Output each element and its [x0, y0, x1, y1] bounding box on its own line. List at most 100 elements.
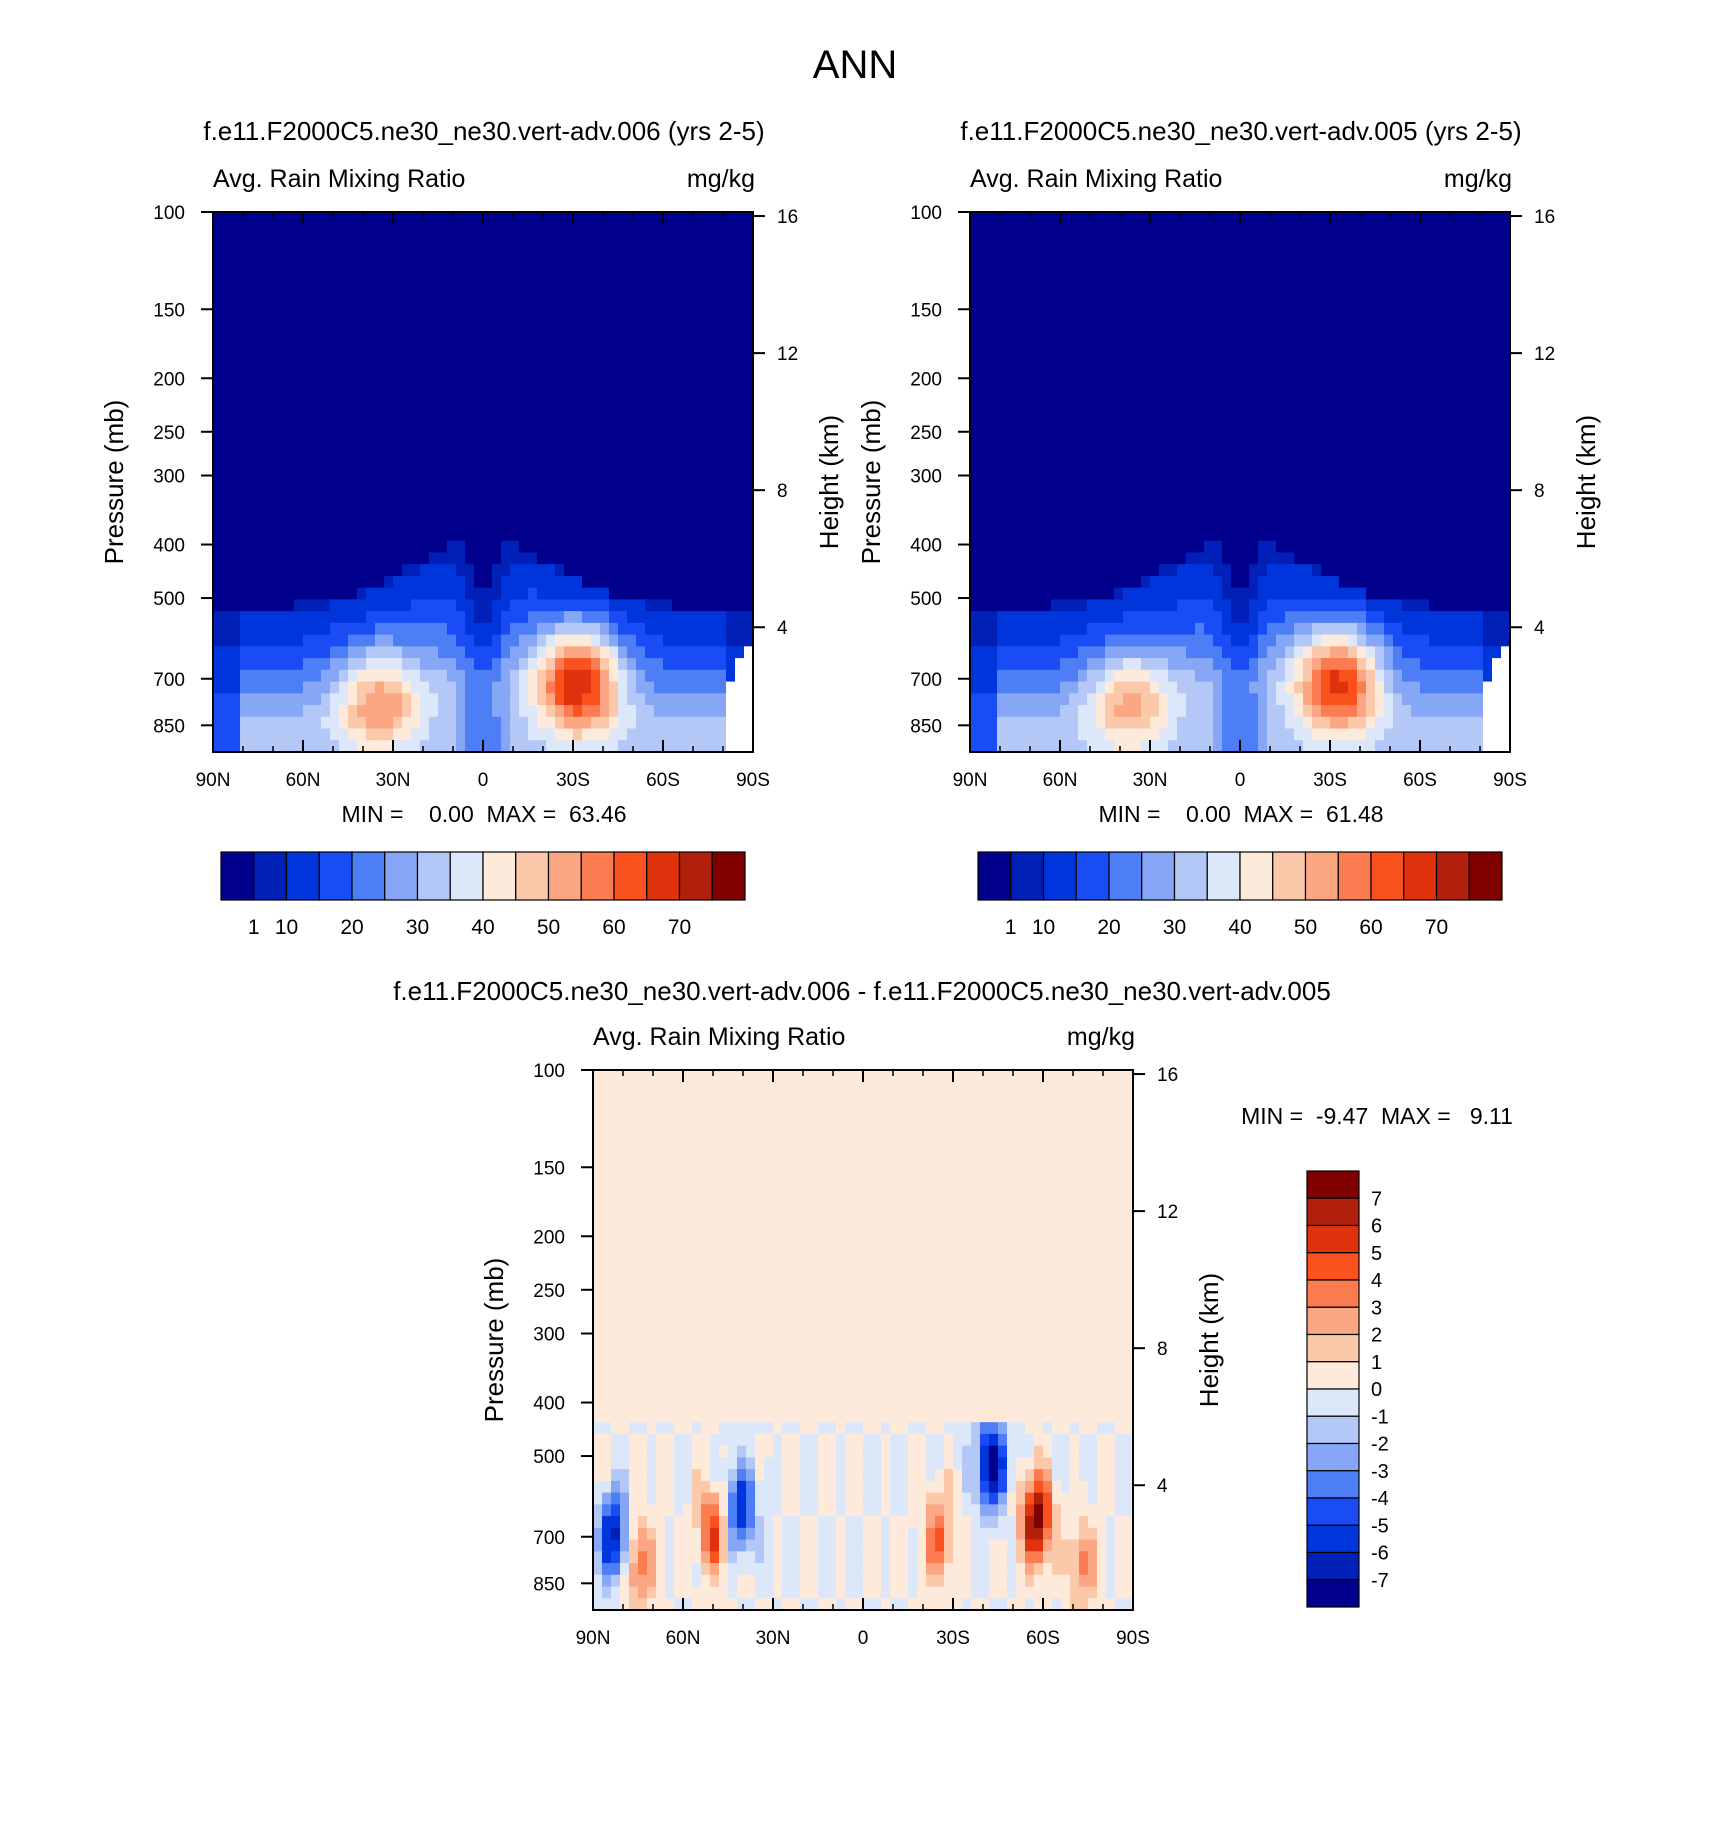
field-cell [483, 669, 493, 683]
field-cell [483, 634, 493, 647]
field-cell [735, 341, 745, 354]
field-cell [1114, 235, 1124, 248]
field-cell [528, 740, 538, 753]
field-cell [1168, 270, 1178, 284]
field-cell [690, 587, 700, 600]
field-cell [1366, 223, 1376, 237]
field-cell [735, 552, 745, 565]
field-cell [636, 517, 646, 530]
field-cell [681, 247, 691, 260]
field-cell [744, 305, 754, 319]
field-cell [465, 423, 475, 436]
field-cell [636, 587, 646, 600]
field-cell [988, 305, 998, 319]
field-cell [1438, 411, 1448, 424]
field-cell [510, 646, 520, 659]
field-cell [231, 270, 241, 284]
field-cell [1240, 212, 1250, 225]
field-cell [312, 446, 322, 460]
field-cell [1267, 423, 1277, 436]
field-cell [618, 716, 628, 730]
field-cell [1105, 611, 1115, 624]
x-tick-label: 60N [286, 770, 321, 791]
field-cell [600, 740, 610, 753]
field-cell [1042, 212, 1052, 225]
field-cell [465, 681, 475, 694]
field-cell [1033, 305, 1043, 319]
field-cell [1312, 411, 1322, 424]
field-cell [1402, 305, 1412, 319]
field-cell [645, 399, 655, 413]
field-cell [330, 305, 340, 319]
field-cell [1303, 493, 1313, 507]
field-cell [339, 693, 349, 706]
field-cell [627, 693, 637, 706]
field-cell [1267, 399, 1277, 413]
field-cell [970, 587, 980, 600]
field-cell [222, 705, 232, 718]
field-cell [267, 294, 277, 307]
field-cell [645, 505, 655, 518]
field-cell [690, 294, 700, 307]
field-cell [627, 247, 637, 260]
field-cell [744, 505, 754, 518]
field-cell [1240, 282, 1250, 295]
field-cell [312, 305, 322, 319]
field-cell [1078, 247, 1088, 260]
field-cell [1321, 446, 1331, 460]
field-cell [348, 223, 358, 237]
field-cell [1483, 399, 1493, 413]
field-cell [1375, 270, 1385, 284]
field-cell [1159, 258, 1169, 272]
field-cell [1276, 388, 1286, 401]
field-cell [321, 305, 331, 319]
field-cell [1267, 458, 1277, 471]
field-cell [979, 458, 989, 471]
field-cell [393, 376, 403, 389]
field-cell [573, 587, 583, 600]
field-cell [735, 446, 745, 460]
field-cell [1357, 235, 1367, 248]
field-cell [1456, 352, 1466, 366]
field-cell [240, 693, 250, 706]
field-cell [222, 423, 232, 436]
field-cell [357, 258, 367, 272]
field-cell [690, 658, 700, 671]
field-cell [600, 435, 610, 448]
field-cell [1447, 212, 1457, 225]
field-cell [1483, 364, 1493, 377]
field-cell [1042, 223, 1052, 237]
field-cell [591, 223, 601, 237]
field-cell [997, 341, 1007, 354]
field-cell [1339, 388, 1349, 401]
field-cell [1105, 411, 1115, 424]
field-cell [1384, 317, 1394, 330]
field-cell [1096, 399, 1106, 413]
field-cell [1240, 341, 1250, 354]
field-cell [1114, 493, 1124, 507]
field-cell [970, 317, 980, 330]
field-cell [690, 446, 700, 460]
field-cell [510, 669, 520, 683]
field-cell [330, 270, 340, 284]
field-cell [510, 540, 520, 554]
field-cell [564, 482, 574, 495]
field-cell [1456, 517, 1466, 530]
field-cell [1348, 575, 1358, 589]
field-cell [285, 470, 295, 483]
field-cell [1033, 376, 1043, 389]
field-cell [456, 376, 466, 389]
field-cell [213, 634, 223, 647]
field-cell [618, 470, 628, 483]
field-cell [1150, 622, 1160, 636]
field-cell [1258, 341, 1268, 354]
field-cell [645, 493, 655, 507]
field-cell [600, 423, 610, 436]
field-cell [249, 435, 259, 448]
field-cell [393, 341, 403, 354]
field-cell [564, 411, 574, 424]
field-cell [393, 528, 403, 542]
field-cell [1204, 376, 1214, 389]
field-cell [501, 399, 511, 413]
field-cell [681, 658, 691, 671]
